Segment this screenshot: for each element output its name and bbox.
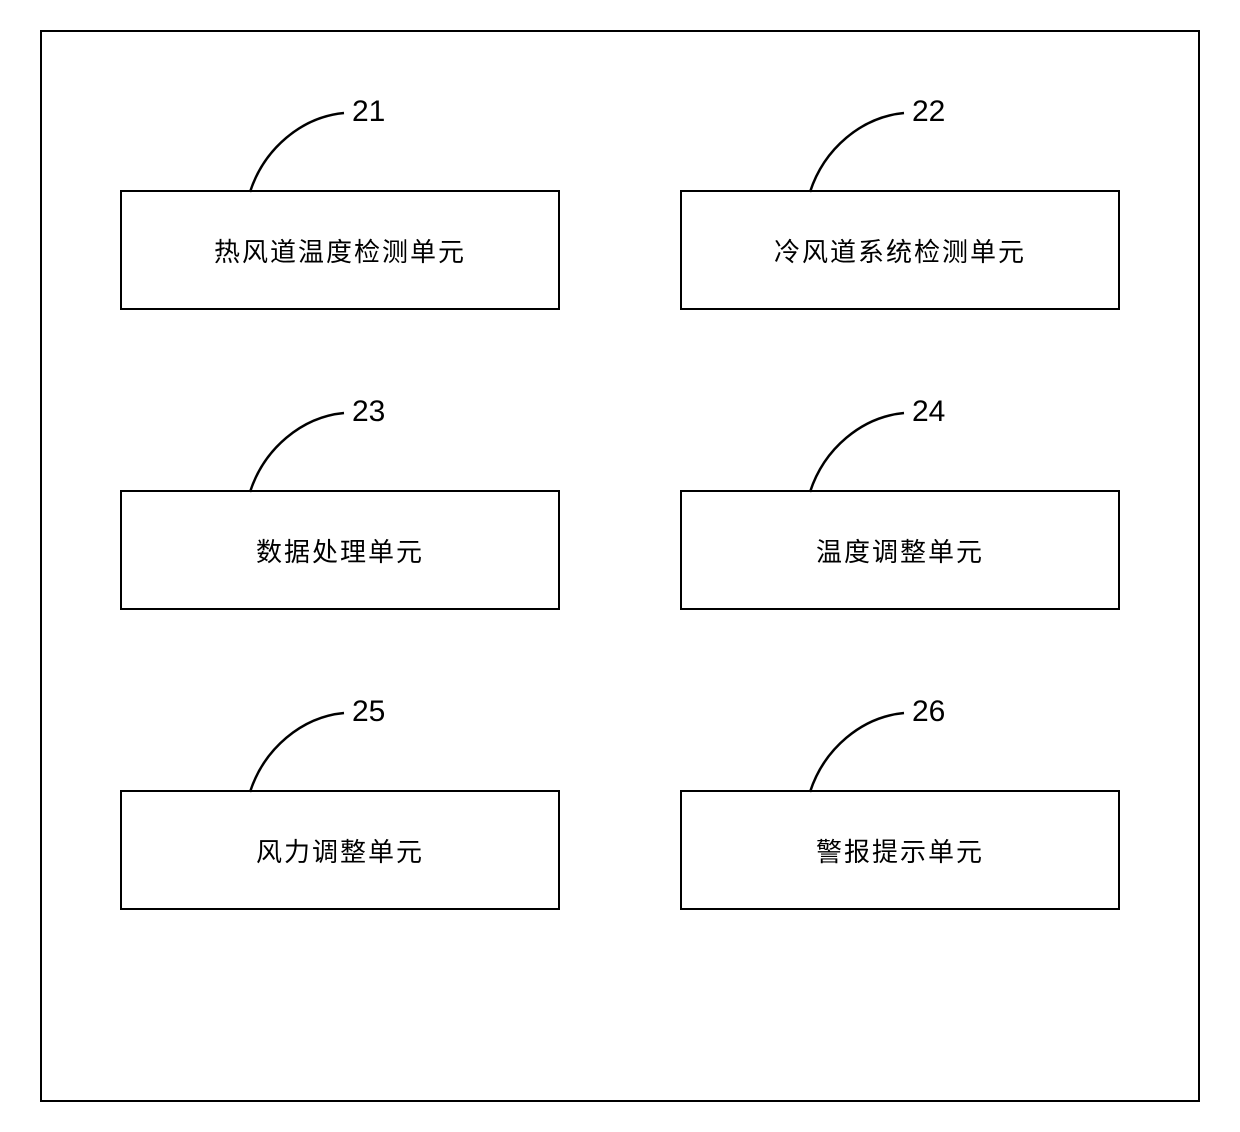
callout-curve-23 xyxy=(240,403,354,502)
callout-curve-22 xyxy=(800,103,914,202)
callout-curve-24 xyxy=(800,403,914,502)
ref-number-24: 24 xyxy=(912,395,945,429)
block-label-25: 风力调整单元 xyxy=(256,832,424,869)
callout-curve-25 xyxy=(240,703,354,802)
block-23: 数据处理单元 xyxy=(120,490,560,610)
block-25: 风力调整单元 xyxy=(120,790,560,910)
block-21: 热风道温度检测单元 xyxy=(120,190,560,310)
block-label-21: 热风道温度检测单元 xyxy=(214,232,466,269)
callout-curve-26 xyxy=(800,703,914,802)
block-label-26: 警报提示单元 xyxy=(816,832,984,869)
ref-number-25: 25 xyxy=(352,695,385,729)
ref-number-21: 21 xyxy=(352,95,385,129)
ref-number-22: 22 xyxy=(912,95,945,129)
block-22: 冷风道系统检测单元 xyxy=(680,190,1120,310)
block-label-22: 冷风道系统检测单元 xyxy=(774,232,1026,269)
block-24: 温度调整单元 xyxy=(680,490,1120,610)
block-label-23: 数据处理单元 xyxy=(256,532,424,569)
callout-curve-21 xyxy=(240,103,354,202)
block-label-24: 温度调整单元 xyxy=(816,532,984,569)
block-26: 警报提示单元 xyxy=(680,790,1120,910)
ref-number-26: 26 xyxy=(912,695,945,729)
ref-number-23: 23 xyxy=(352,395,385,429)
